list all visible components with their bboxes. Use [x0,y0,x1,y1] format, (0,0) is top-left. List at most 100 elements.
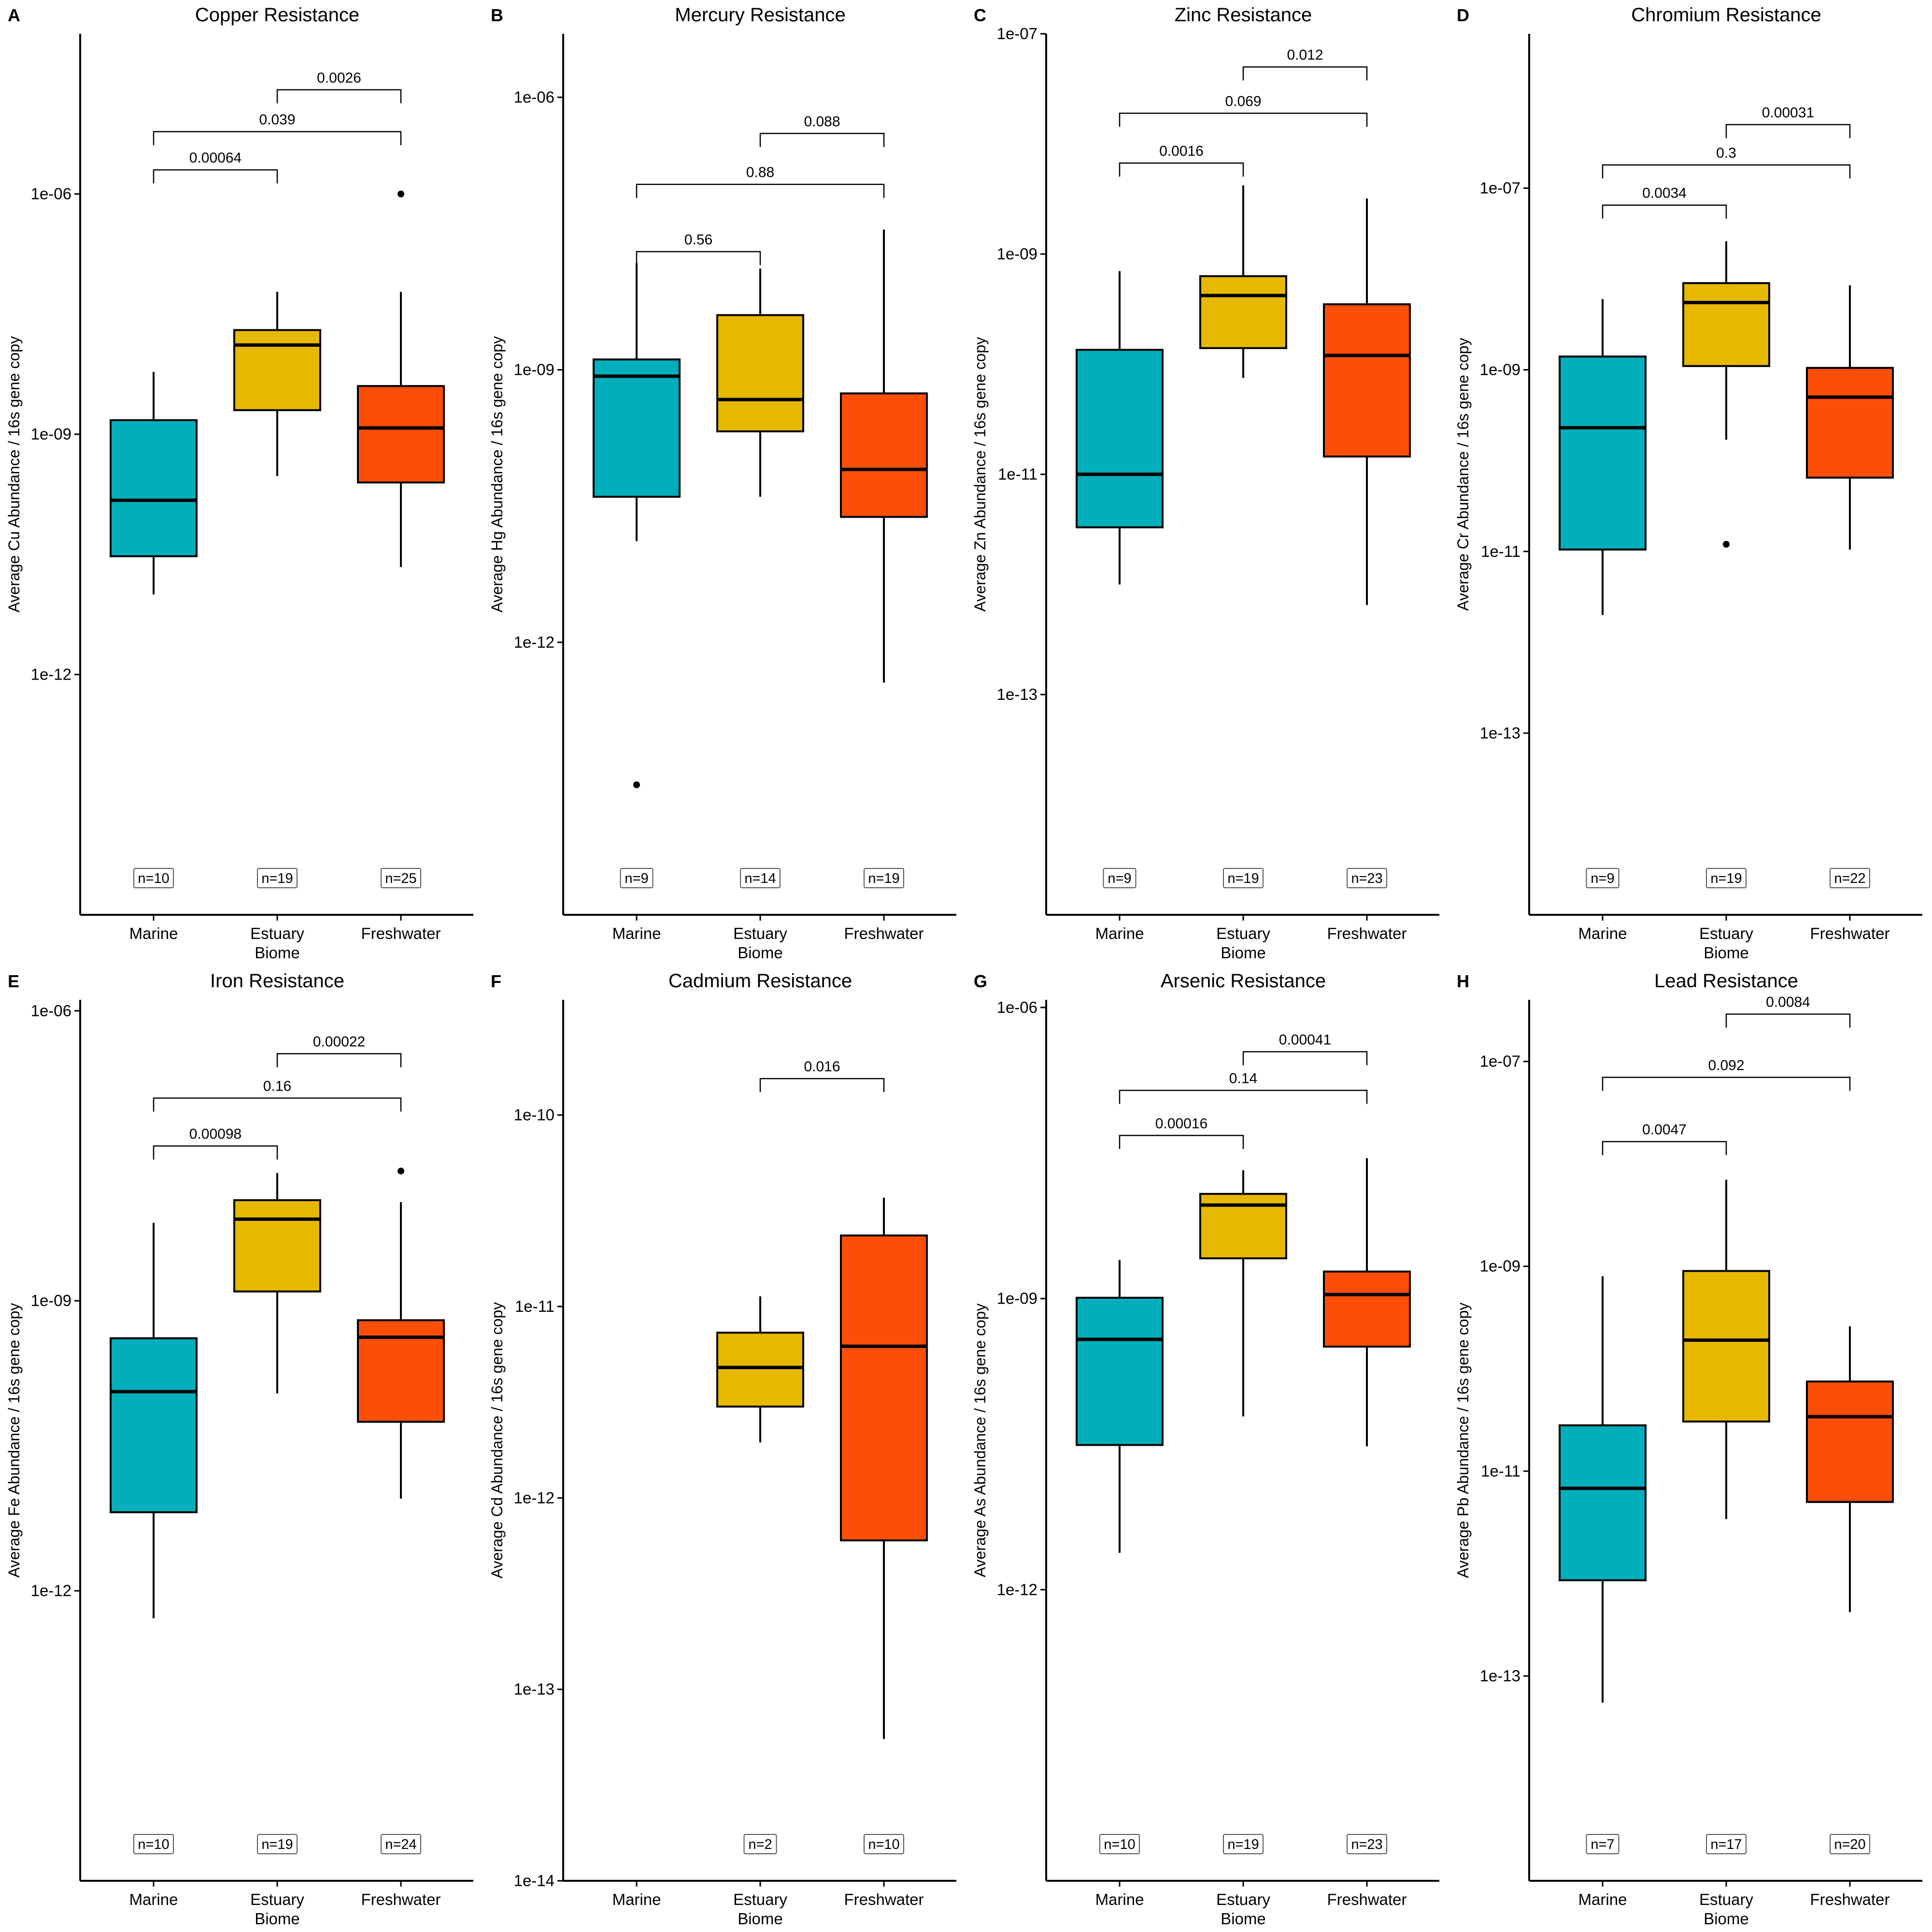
n-label: n=19 [261,871,293,886]
bracket-line [153,1097,402,1112]
bracket-line [1602,1077,1851,1091]
comparison-bracket: 0.00064 [153,150,278,184]
n-label: n=17 [1710,1837,1742,1852]
panel-title: Arsenic Resistance [1161,970,1326,992]
y-tick-label: 1e-09 [997,245,1037,263]
n-label-box [1347,1834,1387,1854]
y-axis-title: Average As Abundance / 16s gene copy [971,1304,989,1577]
category-label: Estuary [733,924,787,942]
n-label-box [1586,1834,1619,1854]
p-value-label: 0.0034 [1642,185,1687,201]
box-iqr [1559,1424,1647,1581]
box-iqr [1806,367,1894,479]
n-label-box [1347,868,1387,888]
category-label: Freshwater [361,924,440,942]
bracket-line [1602,164,1851,179]
y-tick-label: 1e-13 [997,685,1037,703]
bracket-line [1242,1051,1368,1065]
box-estuary: n=14 [716,269,804,888]
box-iqr [1199,275,1287,349]
n-label-box [381,868,421,888]
panel-e: E Iron Resistance 1e-06 1e-09 1e-12 Average F… [5,970,473,1928]
box-iqr [593,358,681,498]
comparison-bracket: 0.00031 [1725,105,1851,139]
panel-letter: B [491,5,503,25]
box-iqr [840,1234,928,1542]
category-label: Estuary [250,924,304,942]
panel-g: G Arsenic Resistance 1e-06 1e-09 1e-12 Averag… [971,970,1439,1928]
box-marine: n=10 [110,1222,198,1854]
panel-d: D Chromium Resistance 1e-07 1e-09 1e-11 1e-13… [1454,4,1922,962]
p-value-label: 0.0047 [1642,1122,1687,1138]
comparison-bracket: 0.0026 [276,70,402,103]
n-label: n=24 [385,1837,416,1852]
y-axis-title: Average Pb Abundance / 16s gene copy [1454,1303,1472,1578]
x-axis-title: Biome [1221,944,1266,962]
p-value-label: 0.016 [804,1059,840,1075]
box-freshwater: n=25 [357,190,445,888]
n-label: n=25 [385,871,416,886]
category-label: Marine [129,1890,178,1908]
n-label: n=23 [1351,871,1382,886]
p-value-label: 0.0026 [317,70,361,86]
comparison-bracket: 0.016 [759,1059,885,1093]
p-value-label: 0.088 [804,114,840,129]
outlier-point [398,190,404,198]
bracket-line [636,251,761,265]
panel-letter: F [491,971,501,991]
category-label: Estuary [1699,924,1753,942]
n-label-box [1830,868,1870,888]
category-label: Freshwater [361,1890,440,1908]
panel-letter: A [8,5,20,25]
box-freshwater: n=19 [840,229,928,888]
n-label: n=14 [744,871,776,886]
n-label-box [257,868,298,888]
box-estuary: n=19 [1199,1170,1287,1854]
box-estuary: n=19 [1199,185,1287,888]
p-value-label: 0.012 [1287,47,1323,63]
n-label: n=9 [1108,871,1131,886]
bracket-line [153,169,278,184]
category-label: Estuary [733,1890,787,1908]
panel-a: A Copper Resistance 1e-06 1e-09 1e-12 Average… [5,4,473,962]
y-tick-label: 1e-06 [31,185,71,203]
x-axis-title: Biome [1221,1910,1266,1928]
n-label-box [743,1834,777,1854]
x-axis-title: Biome [1704,944,1749,962]
box-iqr [716,314,804,433]
n-label-box [133,1834,174,1854]
category-label: Estuary [1699,1890,1753,1908]
p-value-label: 0.00098 [189,1126,242,1142]
x-axis-title: Biome [738,944,783,962]
n-label-box [864,1834,904,1854]
n-label: n=19 [1710,871,1742,886]
outlier-point [1723,540,1730,548]
p-value-label: 0.00041 [1279,1032,1331,1048]
n-label: n=2 [748,1837,772,1852]
p-value-label: 0.0084 [1766,994,1810,1010]
box-iqr [357,1319,445,1423]
bracket-line [636,184,885,198]
n-label-box [257,1834,298,1854]
box-estuary: n=19 [1682,241,1770,888]
box-iqr [110,1337,198,1513]
n-label-box [620,868,653,888]
box-freshwater: n=22 [1806,285,1894,888]
n-label: n=19 [868,871,899,886]
bracket-line [1602,1141,1727,1155]
y-tick-label: 1e-06 [31,1002,71,1020]
n-label: n=22 [1834,871,1865,886]
p-value-label: 0.092 [1708,1058,1744,1074]
y-tick-label: 1e-13 [514,1680,554,1698]
y-tick-label: 1e-11 [998,465,1037,483]
y-tick-label: 1e-07 [1480,1052,1520,1070]
comparison-bracket: 0.00098 [153,1126,278,1160]
y-tick-label: 1e-09 [1480,1257,1520,1275]
x-axis-title: Biome [255,1910,300,1928]
y-tick-label: 1e-12 [31,666,71,683]
y-tick-label: 1e-07 [1480,179,1520,197]
n-label-box [1223,868,1264,888]
n-label-box [1706,868,1747,888]
n-label-box [1706,1834,1747,1854]
comparison-bracket: 0.0034 [1602,185,1727,219]
